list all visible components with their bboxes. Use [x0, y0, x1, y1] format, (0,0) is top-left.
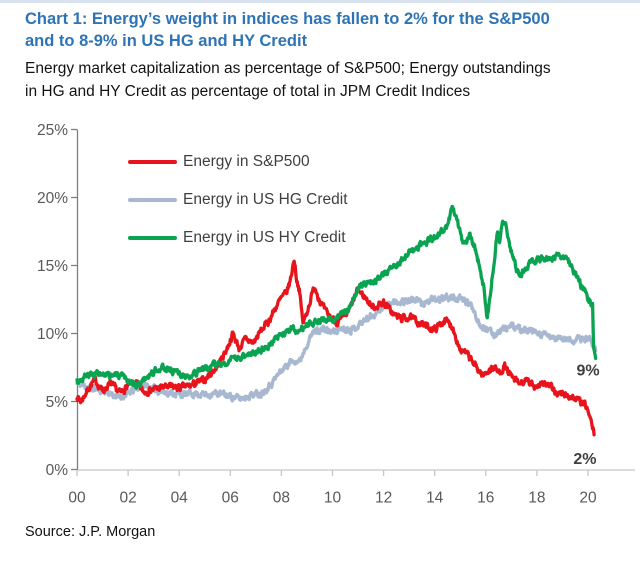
- x-tick-label: 04: [171, 490, 189, 507]
- y-tick-label: 5%: [46, 394, 69, 411]
- x-tick-label: 02: [119, 490, 136, 507]
- chart-subtitle: Energy market capitalization as percenta…: [25, 57, 631, 103]
- end-value-annotation: 9%: [576, 363, 599, 380]
- chart-title-line2: and to 8-9% in US HG and HY Credit: [25, 32, 308, 50]
- hg-credit-line-swatch: [128, 197, 177, 203]
- x-tick-label: 12: [375, 490, 392, 507]
- x-tick-label: 08: [273, 490, 290, 507]
- series-line: [75, 259, 596, 437]
- y-tick-label: 0%: [46, 462, 69, 479]
- sp500-line-swatch: [128, 159, 177, 165]
- legend-item-hg-credit: Energy in US HG Credit: [128, 188, 348, 212]
- x-tick-label: 10: [324, 490, 342, 507]
- source-note: Source: J.P. Morgan: [25, 524, 156, 540]
- y-tick-label: 15%: [37, 258, 68, 275]
- y-tick-label: 25%: [37, 122, 68, 139]
- x-tick-label: 18: [528, 490, 545, 507]
- y-tick-label: 20%: [37, 190, 68, 207]
- x-tick-label: 14: [426, 490, 444, 507]
- hy-credit-line-swatch: [128, 235, 177, 241]
- series-line: [75, 204, 598, 390]
- chart-legend: Energy in S&P500 Energy in US HG Credit …: [128, 150, 348, 264]
- legend-label-hg-credit: Energy in US HG Credit: [183, 191, 348, 208]
- end-value-annotation: 2%: [573, 451, 596, 468]
- x-tick-label: 16: [477, 490, 494, 507]
- chart-title-line1: Chart 1: Energy’s weight in indices has …: [25, 10, 550, 28]
- legend-item-sp500: Energy in S&P500: [128, 150, 348, 174]
- legend-item-hy-credit: Energy in US HY Credit: [128, 226, 348, 250]
- legend-label-hy-credit: Energy in US HY Credit: [183, 229, 346, 246]
- x-tick-label: 20: [579, 490, 597, 507]
- top-border: [0, 0, 640, 3]
- y-tick-label: 10%: [37, 326, 68, 343]
- legend-label-sp500: Energy in S&P500: [183, 153, 310, 170]
- chart-title: Chart 1: Energy’s weight in indices has …: [25, 8, 631, 52]
- series-line: [75, 292, 598, 403]
- chart-subtitle-line2: in HG and HY Credit as percentage of tot…: [25, 83, 471, 100]
- chart-subtitle-line1: Energy market capitalization as percenta…: [25, 60, 551, 77]
- x-tick-label: 06: [222, 490, 239, 507]
- x-tick-label: 00: [68, 490, 86, 507]
